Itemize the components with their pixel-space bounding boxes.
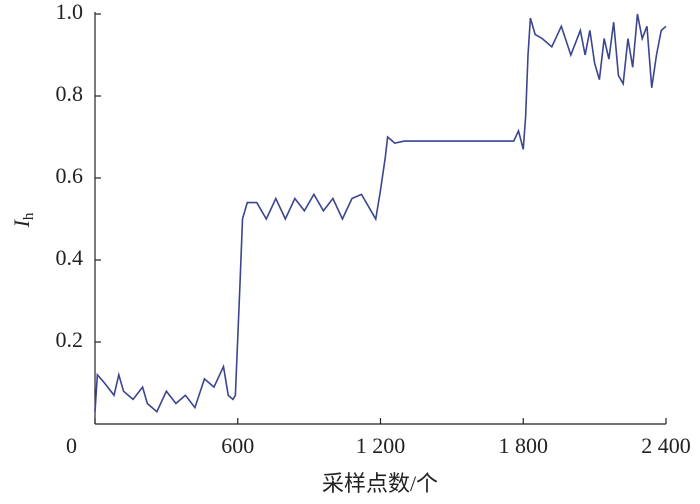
x-tick-label: 1 200 <box>356 433 406 458</box>
y-tick-label: 0.4 <box>56 245 84 270</box>
y-tick-label: 0.6 <box>56 163 84 188</box>
x-axis-label: 采样点数/个 <box>322 471 438 496</box>
y-tick-label: 0.2 <box>56 327 84 352</box>
y-label-main: I <box>9 218 34 228</box>
x-tick-label: 600 <box>221 433 254 458</box>
x-tick-label: 2 400 <box>641 433 691 458</box>
y-tick-label: 0.8 <box>56 81 84 106</box>
y-axis-label: Ih <box>9 212 37 228</box>
y-tick-label: 1.0 <box>56 0 84 24</box>
y-label-subscript: h <box>21 212 37 220</box>
x-tick-label: 0 <box>66 433 77 458</box>
x-tick-label: 1 800 <box>499 433 549 458</box>
data-line <box>94 13 667 413</box>
